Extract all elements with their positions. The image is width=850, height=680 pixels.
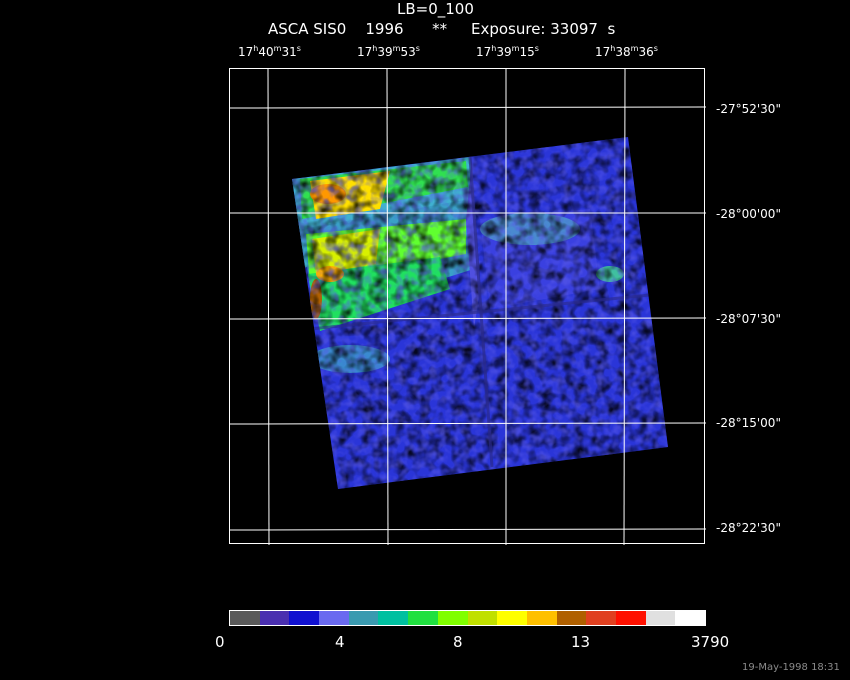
colorbar-segment-5 (378, 611, 409, 625)
colorbar-segment-2 (289, 611, 320, 625)
dec-label-5: -28°22'30" (716, 521, 781, 535)
colorbar-segment-9 (497, 611, 527, 625)
colorbar-segment-15 (675, 611, 705, 625)
colorbar-tick-8: 8 (453, 633, 463, 651)
colorbar-segment-8 (467, 611, 498, 625)
colorbar-tick-13: 13 (571, 633, 591, 651)
dec-label-3: -28°07'30" (716, 312, 781, 326)
ra-label-1: 17h40m31s (238, 44, 301, 59)
detector-field (292, 137, 668, 489)
coordinate-grid (230, 69, 706, 545)
ra-label-2: 17h39m53s (357, 44, 420, 59)
dec-label-4: -28°15'00" (716, 416, 781, 430)
colorbar-segment-3 (319, 611, 349, 625)
dec-label-2: -28°00'00" (716, 207, 781, 221)
colorbar-segment-12 (586, 611, 616, 625)
dec-label-1: -27°52'30" (716, 102, 781, 116)
colorbar-segment-6 (408, 611, 438, 625)
xray-image (230, 69, 706, 545)
colorbar-segment-13 (615, 611, 646, 625)
colorbar (229, 610, 706, 626)
colorbar-segment-0 (230, 611, 260, 625)
timestamp: 19-May-1998 18:31 (742, 662, 840, 673)
colorbar-segment-4 (348, 611, 379, 625)
header-line1: LB=0_100 (397, 0, 474, 18)
colorbar-segment-7 (437, 611, 468, 625)
colorbar-segment-14 (645, 611, 676, 625)
colorbar-tick-0: 0 (215, 633, 225, 651)
colorbar-tick-max: 3790 (691, 633, 730, 651)
ra-label-3: 17h39m15s (476, 44, 539, 59)
colorbar-tick-4: 4 (335, 633, 345, 651)
image-frame (229, 68, 706, 545)
ra-label-4: 17h38m36s (595, 44, 658, 59)
colorbar-segment-10 (526, 611, 557, 625)
colorbar-segment-11 (556, 611, 587, 625)
header-line2: ASCA SIS0 1996 ** Exposure: 33097 s (268, 20, 616, 38)
colorbar-segment-1 (259, 611, 290, 625)
